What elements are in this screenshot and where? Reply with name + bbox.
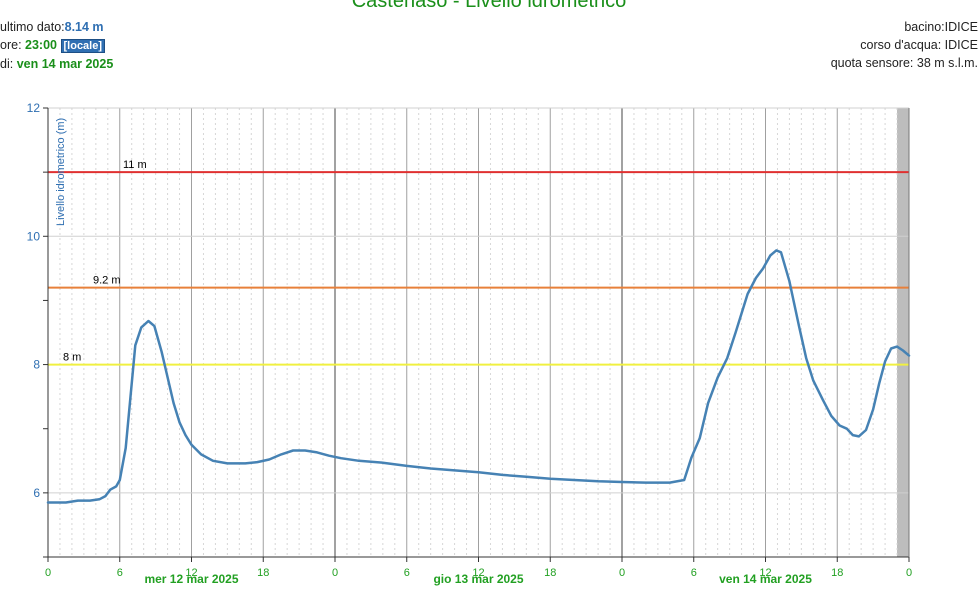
x-tick-label: 6 <box>117 567 123 579</box>
last-value-label: ultimo dato: <box>0 20 65 34</box>
y-tick-label: 12 <box>27 101 41 115</box>
local-time-badge: [locale] <box>60 39 106 53</box>
threshold-label: 11 m <box>123 159 147 171</box>
day-label: mer 12 mar 2025 <box>144 572 238 586</box>
basin-text: bacino:IDICE <box>904 20 978 34</box>
x-tick-label: 0 <box>45 567 51 579</box>
water-level-line <box>46 249 911 504</box>
station-info-panel: bacino:IDICE corso d'acqua: IDICE quota … <box>831 18 978 72</box>
x-tick-label: 0 <box>906 567 912 579</box>
x-tick-label: 0 <box>619 567 625 579</box>
y-tick-label: 6 <box>33 486 40 500</box>
date-value: ven 14 mar 2025 <box>16 57 114 71</box>
threshold-label: 8 m <box>63 352 81 364</box>
x-tick-label: 6 <box>404 567 410 579</box>
y-tick-label: 8 <box>33 358 40 372</box>
x-tick-label: 12 <box>185 567 197 579</box>
chart-title: Castenaso - Livello idrometrico <box>351 0 627 12</box>
last-value: 8.14 m <box>64 20 104 34</box>
x-tick-label: 18 <box>544 567 556 579</box>
date-row: di: ven 14 mar 2025 <box>0 55 113 73</box>
date-label: di: <box>0 57 14 71</box>
y-axis-label: Livello idrometrico (m) <box>55 118 67 226</box>
last-value-row: ultimo dato:8.14 m <box>0 18 113 36</box>
x-tick-label: 6 <box>691 567 697 579</box>
time-row: ore: 23:00 [locale] <box>0 36 113 55</box>
x-tick-label: 12 <box>472 567 484 579</box>
river-text: corso d'acqua: IDICE <box>860 38 978 52</box>
day-label: gio 13 mar 2025 <box>433 572 523 586</box>
threshold-label: 9.2 m <box>93 275 121 287</box>
y-tick-label: 10 <box>27 229 41 243</box>
time-value: 23:00 <box>25 38 58 52</box>
x-tick-label: 12 <box>759 567 771 579</box>
future-band <box>897 108 909 557</box>
latest-reading-panel: ultimo dato:8.14 m ore: 23:00 [locale] d… <box>0 18 113 73</box>
time-label: ore: <box>0 38 22 52</box>
x-tick-label: 18 <box>257 567 269 579</box>
day-label: ven 14 mar 2025 <box>719 572 812 586</box>
x-tick-label: 18 <box>831 567 843 579</box>
x-tick-label: 0 <box>332 567 338 579</box>
sensor-height-text: quota sensore: 38 m s.l.m. <box>830 56 978 70</box>
